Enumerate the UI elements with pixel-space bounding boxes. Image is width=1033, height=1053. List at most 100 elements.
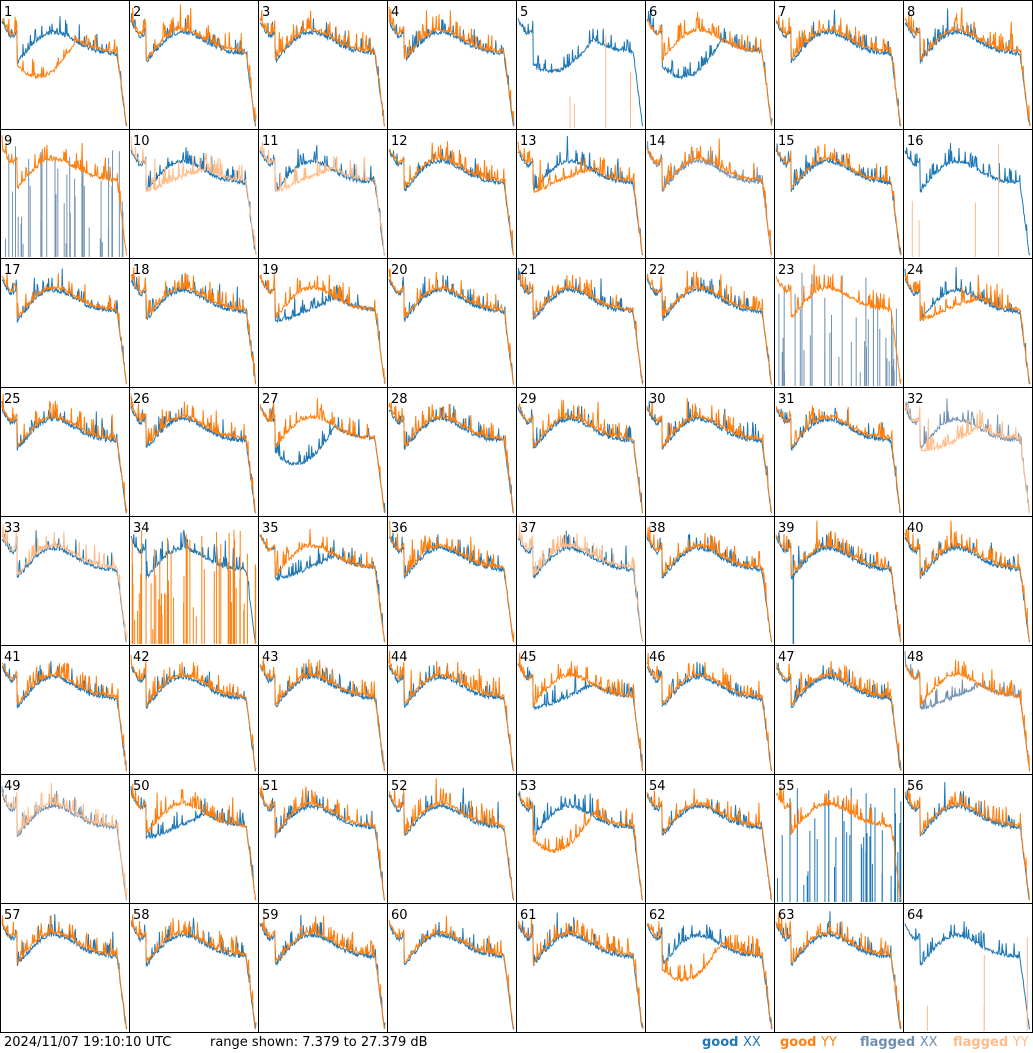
yy-trace-25	[1, 394, 128, 513]
xx-trace-48	[904, 651, 1031, 772]
yy-trace-63	[775, 912, 902, 1029]
panel-label-15: 15	[778, 134, 795, 149]
panel-label-33: 33	[4, 521, 21, 536]
panel-51: 51	[258, 774, 388, 904]
panel-37: 37	[516, 516, 646, 646]
panel-label-36: 36	[391, 521, 408, 536]
panel-frame-6	[645, 0, 775, 130]
yy-trace-55	[775, 786, 901, 901]
xx-trace-15	[775, 143, 902, 255]
panel-label-43: 43	[262, 650, 279, 665]
panel-label-58: 58	[133, 908, 150, 923]
yy-trace-3	[259, 10, 386, 127]
panel-54: 54	[645, 774, 775, 904]
panel-29: 29	[516, 387, 646, 517]
panel-label-41: 41	[4, 650, 21, 665]
xx-trace-5	[517, 18, 643, 127]
xx-trace-38	[646, 534, 772, 643]
yy-trace-30	[646, 397, 773, 514]
panel-8: 8	[903, 0, 1033, 130]
panel-45: 45	[516, 645, 646, 775]
panel-frame-3	[258, 0, 388, 130]
yy-trace-52	[388, 778, 515, 901]
panel-17: 17	[0, 258, 130, 388]
panel-label-62: 62	[649, 908, 666, 923]
xx-trace-43	[259, 660, 385, 772]
yy-trace-36	[388, 520, 515, 642]
yy-trace-33	[1, 523, 128, 642]
panel-label-32: 32	[907, 392, 924, 407]
panel-5: 5	[516, 0, 646, 130]
panel-18: 18	[129, 258, 259, 388]
xx-trace-17	[1, 268, 127, 385]
panel-1: 1	[0, 0, 130, 130]
yy-trace-9	[1, 135, 127, 256]
legend-good-xx: good XX	[702, 1035, 761, 1050]
yy-trace-45	[517, 652, 644, 772]
yy-trace-22	[646, 270, 773, 385]
panel-label-26: 26	[133, 392, 150, 407]
panel-label-47: 47	[778, 650, 795, 665]
yy-trace-41	[1, 662, 128, 772]
xx-trace-63	[775, 911, 901, 1030]
xx-trace-16	[904, 143, 1030, 256]
xx-trace-46	[646, 661, 772, 772]
xx-trace-45	[517, 663, 643, 772]
panel-6: 6	[645, 0, 775, 130]
panel-39: 39	[774, 516, 904, 646]
panel-49: 49	[0, 774, 130, 904]
panel-label-64: 64	[907, 908, 924, 923]
panel-label-17: 17	[4, 263, 21, 278]
yy-trace-51	[259, 786, 385, 901]
panel-label-23: 23	[778, 263, 795, 278]
panel-57: 57	[0, 903, 130, 1033]
panel-9: 9	[0, 129, 130, 259]
legend-flagged-xx-prefix: flagged	[860, 1035, 916, 1050]
xx-trace-12	[388, 148, 514, 256]
yy-trace-38	[646, 525, 773, 642]
yy-trace-28	[388, 401, 514, 514]
panel-label-1: 1	[4, 5, 12, 20]
panel-60: 60	[387, 903, 517, 1033]
panel-label-59: 59	[262, 908, 279, 923]
panel-64: 64	[903, 903, 1033, 1033]
xx-trace-9	[5, 146, 124, 257]
panel-label-46: 46	[649, 650, 666, 665]
xx-trace-21	[517, 267, 644, 384]
panel-35: 35	[258, 516, 388, 646]
yy-trace-61	[517, 917, 644, 1029]
panel-63: 63	[774, 903, 904, 1033]
xx-trace-32	[904, 398, 1030, 514]
yy-trace-60	[388, 915, 515, 1029]
range-readout: range shown: 7.379 to 27.379 dB	[210, 1035, 428, 1050]
panel-label-20: 20	[391, 263, 408, 278]
xx-trace-47	[775, 662, 902, 771]
yy-trace-54	[646, 788, 773, 901]
yy-trace-47	[775, 660, 902, 772]
panel-13: 13	[516, 129, 646, 259]
panel-label-3: 3	[262, 5, 270, 20]
panel-42: 42	[129, 645, 259, 775]
xx-trace-57	[1, 914, 127, 1030]
panel-label-14: 14	[649, 134, 666, 149]
legend-flagged-yy-prefix: flagged	[953, 1035, 1009, 1050]
panel-10: 10	[129, 129, 259, 259]
panel-label-10: 10	[133, 134, 150, 149]
panel-label-5: 5	[520, 5, 528, 20]
panel-label-48: 48	[907, 650, 924, 665]
panel-label-37: 37	[520, 521, 537, 536]
yy-trace-11	[259, 141, 386, 255]
panel-label-34: 34	[133, 521, 150, 536]
panel-23: 23	[774, 258, 904, 388]
panel-44: 44	[387, 645, 517, 775]
legend-flagged-xx: flagged XX	[860, 1035, 938, 1050]
xx-trace-55	[777, 787, 902, 902]
panel-label-39: 39	[778, 521, 795, 536]
yy-trace-20	[388, 268, 514, 385]
panel-label-56: 56	[907, 779, 924, 794]
yy-trace-34	[131, 529, 257, 644]
panel-36: 36	[387, 516, 517, 646]
yy-trace-29	[517, 399, 643, 514]
yy-trace-62	[646, 921, 773, 1029]
xx-trace-61	[517, 912, 644, 1029]
